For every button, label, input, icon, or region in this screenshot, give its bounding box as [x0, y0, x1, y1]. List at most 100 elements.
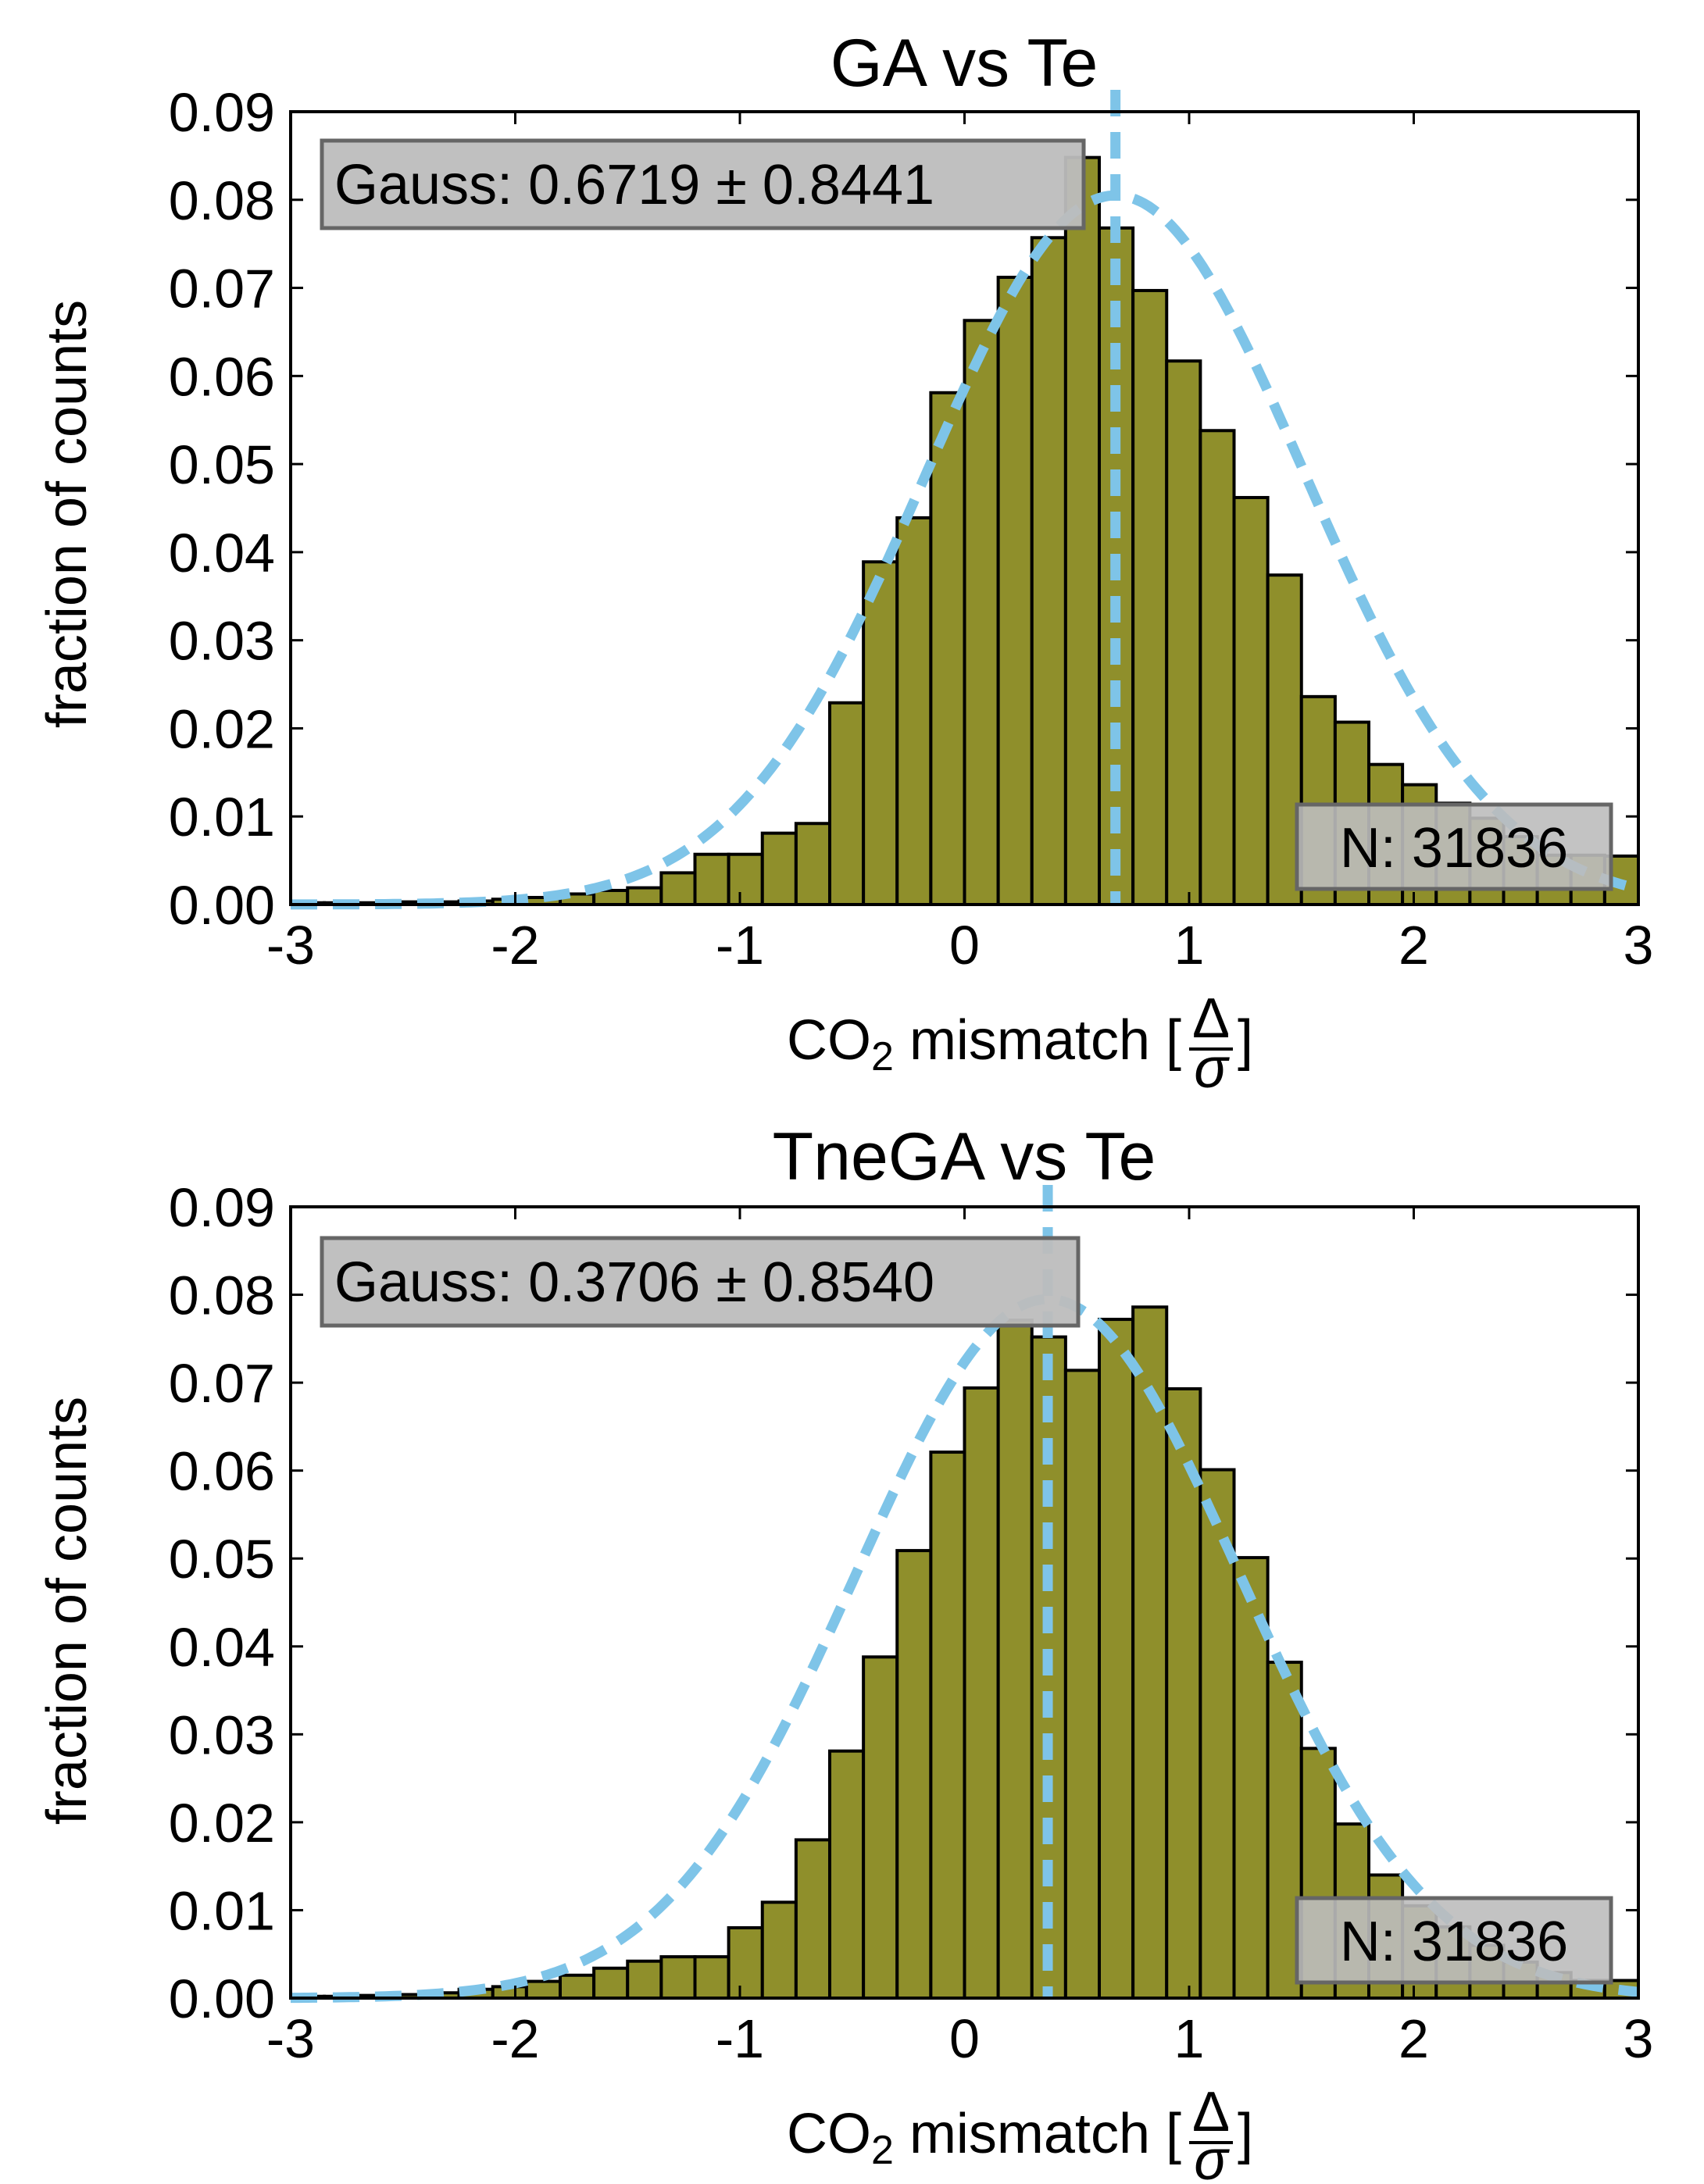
gauss-value: 0.3706 ± 0.8540 — [528, 1251, 934, 1314]
x-tick-label: -1 — [716, 915, 764, 976]
y-tick-label: 0.03 — [169, 611, 275, 672]
x-label-close-bracket: ] — [1238, 2103, 1253, 2165]
histogram-bar — [1098, 1318, 1135, 2000]
y-tick-label: 0.01 — [169, 787, 275, 848]
histogram-bar — [1199, 429, 1236, 906]
y-tick-label: 0.09 — [169, 1177, 275, 1238]
histogram-bar — [828, 1749, 866, 2000]
histogram-bar — [626, 886, 663, 907]
histogram-bar — [1063, 155, 1101, 906]
x-label-close-bracket: ] — [1238, 1009, 1253, 1072]
x-tick-label: 3 — [1624, 2008, 1654, 2069]
histogram-bar — [693, 852, 731, 907]
x-tick-label: 1 — [1174, 915, 1205, 976]
y-axis-label: fraction of counts — [36, 1397, 98, 1825]
axis-ticks: -3 -2 -1 0 1 2 3 0.00 0.01 0.02 0.03 0.04 0.05 0.06 0.… — [169, 82, 1654, 976]
histogram-bar — [524, 1979, 562, 2000]
histogram-bar — [963, 1386, 1000, 2000]
x-label-subscript: 2 — [871, 1034, 894, 1080]
x-axis-label: CO2 mismatch [ Δ σ ] — [787, 987, 1253, 1100]
x-tick-label: 2 — [1399, 915, 1429, 976]
histogram-bar — [895, 516, 933, 907]
y-tick-label: 0.01 — [169, 1880, 275, 1941]
y-tick-label: 0.08 — [169, 170, 275, 231]
x-tick-label: 1 — [1174, 2008, 1205, 2069]
histogram-bar — [1131, 288, 1169, 906]
y-tick-label: 0.09 — [169, 82, 275, 143]
gauss-annotation-text: Gauss: 0.6719 ± 0.8441 — [334, 154, 934, 216]
histogram-bar — [929, 391, 966, 906]
count-annotation-text: N: 31836 — [1340, 1911, 1568, 1973]
histogram-bar — [996, 1319, 1034, 2000]
x-label-fraction-denominator: σ — [1194, 1037, 1230, 1100]
histogram-bar — [727, 1925, 764, 2000]
histogram-bar — [862, 560, 899, 906]
histogram-bar — [559, 1973, 596, 2000]
x-tick-label: 3 — [1624, 915, 1654, 976]
chart-title: GA vs Te — [831, 26, 1098, 101]
y-tick-label: 0.03 — [169, 1704, 275, 1765]
x-tick-label: 0 — [949, 915, 980, 976]
x-tick-label: -1 — [716, 2008, 764, 2069]
x-label-rest: mismatch [ — [894, 2103, 1181, 2165]
x-tick-label: 2 — [1399, 2008, 1429, 2069]
histogram-bar — [1063, 1369, 1101, 2000]
count-annotation-box: N: 31836 — [1295, 802, 1613, 891]
histogram-bar — [1165, 359, 1202, 906]
x-tick-label: -3 — [266, 915, 315, 976]
histogram-bars — [289, 1305, 1640, 2000]
histogram-bar — [760, 831, 798, 907]
histogram-bar — [592, 1966, 630, 2000]
y-tick-label: 0.02 — [169, 1793, 275, 1854]
histogram-bar — [929, 1451, 966, 2000]
gauss-label: Gauss: — [334, 154, 513, 216]
gauss-annotation-box: Gauss: 0.6719 ± 0.8441 — [320, 138, 1086, 230]
histogram-bar — [794, 1838, 831, 2000]
y-tick-label: 0.07 — [169, 259, 275, 319]
x-tick-label: -3 — [266, 2008, 315, 2069]
x-label-rest: mismatch [ — [894, 1009, 1181, 1072]
x-tick-label: 0 — [949, 2008, 980, 2069]
axis-ticks: -3 -2 -1 0 1 2 3 0.00 0.01 0.02 0.03 0.04 0.05 0.06 0.… — [169, 1177, 1654, 2069]
x-axis-label-text: CO2 mismatch [ — [787, 2103, 1181, 2173]
histogram-panel-ga-vs-te: GA vs Te -3 -2 -1 0 1 2 3 0.00 0.01 0.02 0.03 0.04 0… — [36, 26, 1653, 1100]
histogram-bars — [289, 155, 1640, 907]
count-annotation-box: N: 31836 — [1295, 1896, 1613, 1985]
x-axis-label-text: CO2 mismatch [ — [787, 1009, 1181, 1080]
x-label-co: CO — [787, 1009, 871, 1072]
histogram-bar — [963, 319, 1000, 906]
y-tick-label: 0.06 — [169, 1441, 275, 1502]
y-tick-label: 0.04 — [169, 523, 275, 583]
histogram-bar — [996, 276, 1034, 906]
histogram-bar — [1131, 1305, 1169, 2000]
y-tick-label: 0.07 — [169, 1353, 275, 1414]
gauss-box-background — [320, 138, 1086, 230]
y-tick-label: 0.00 — [169, 1968, 275, 2029]
gauss-label: Gauss: — [334, 1251, 513, 1314]
x-tick-label: -2 — [491, 915, 539, 976]
y-tick-label: 0.06 — [169, 346, 275, 407]
x-label-subscript: 2 — [871, 2128, 894, 2173]
y-tick-label: 0.04 — [169, 1617, 275, 1678]
y-tick-label: 0.05 — [169, 1529, 275, 1590]
histogram-bar — [828, 701, 866, 906]
histogram-bar — [659, 871, 697, 907]
gauss-box-background — [320, 1236, 1081, 1328]
x-label-fraction-numerator: Δ — [1192, 2081, 1230, 2143]
chart-title: TneGA vs Te — [773, 1119, 1156, 1194]
x-label-fraction-numerator: Δ — [1192, 987, 1230, 1050]
histogram-panel-tnega-vs-te: TneGA vs Te -3 -2 -1 0 1 2 3 0.00 0.01 0.02 0.03 0.… — [36, 1119, 1653, 2184]
y-tick-label: 0.00 — [169, 875, 275, 936]
histogram-bar — [1030, 236, 1067, 906]
x-label-co: CO — [787, 2103, 871, 2165]
y-axis-label: fraction of counts — [36, 300, 98, 728]
x-label-fraction-denominator: σ — [1194, 2129, 1230, 2184]
histogram-bar — [592, 888, 630, 907]
y-tick-label: 0.05 — [169, 434, 275, 495]
count-box-background — [1295, 802, 1613, 891]
count-annotation-text: N: 31836 — [1340, 817, 1568, 880]
x-tick-label: -2 — [491, 2008, 539, 2069]
gaussian-fit-curve — [291, 1294, 1639, 2004]
gauss-annotation-box: Gauss: 0.3706 ± 0.8540 — [320, 1236, 1081, 1328]
